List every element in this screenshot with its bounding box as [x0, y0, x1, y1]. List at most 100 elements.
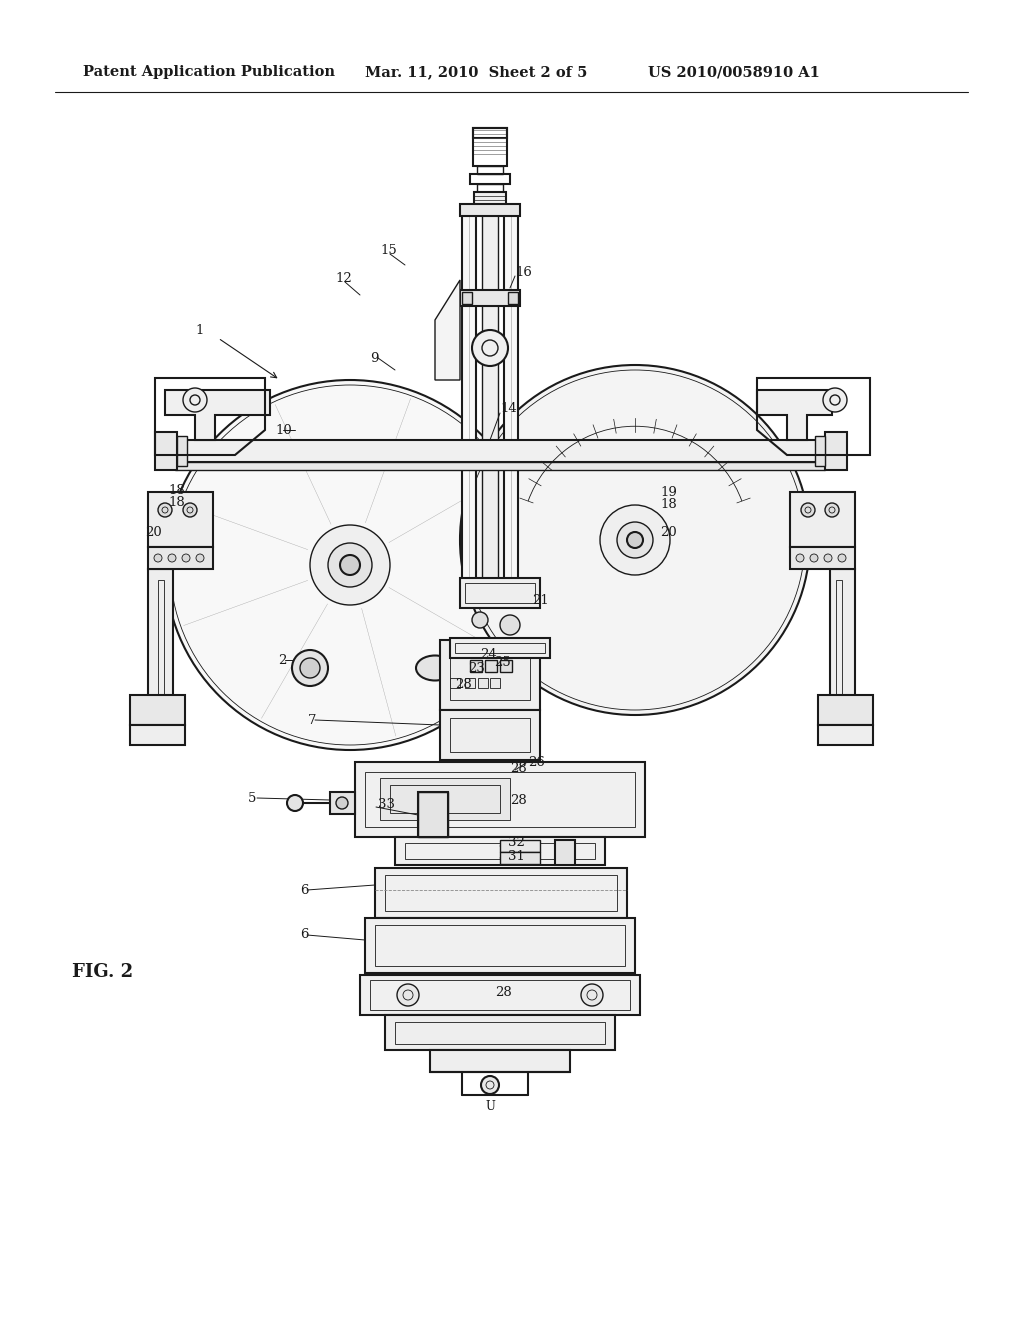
Text: 33: 33	[378, 799, 395, 812]
Bar	[370, 979, 630, 1010]
Circle shape	[183, 503, 197, 517]
Circle shape	[600, 506, 670, 576]
Text: 7: 7	[308, 714, 316, 726]
Text: 31: 31	[508, 850, 525, 862]
Text: US 2010/0058910 A1: US 2010/0058910 A1	[648, 65, 820, 79]
Bar	[825, 432, 847, 470]
Bar	[365, 772, 635, 828]
Text: 32: 32	[508, 836, 525, 849]
Circle shape	[182, 554, 190, 562]
Bar	[500, 660, 512, 672]
Bar	[148, 569, 173, 700]
Bar	[473, 128, 507, 166]
Bar	[148, 492, 213, 546]
Circle shape	[292, 649, 328, 686]
Circle shape	[287, 795, 303, 810]
Bar	[504, 205, 518, 605]
Circle shape	[310, 525, 390, 605]
Bar	[440, 640, 540, 710]
Bar	[385, 1015, 615, 1049]
Circle shape	[581, 983, 603, 1006]
Bar	[470, 660, 482, 672]
Bar	[390, 785, 500, 813]
Text: 18: 18	[660, 498, 677, 511]
Bar	[177, 436, 187, 466]
Text: U: U	[485, 1101, 495, 1114]
Text: 2: 2	[278, 653, 287, 667]
Text: FIG. 2: FIG. 2	[72, 964, 133, 981]
Bar	[430, 1049, 570, 1072]
Text: 28: 28	[510, 762, 526, 775]
Bar	[500, 851, 540, 865]
Bar	[385, 875, 617, 911]
Polygon shape	[757, 389, 831, 440]
Bar	[460, 290, 520, 306]
Text: 24: 24	[480, 648, 497, 661]
Bar	[450, 718, 530, 752]
Circle shape	[823, 388, 847, 412]
Bar	[477, 166, 503, 174]
Text: 12: 12	[335, 272, 352, 285]
Bar	[482, 205, 498, 605]
Circle shape	[183, 388, 207, 412]
Text: Patent Application Publication: Patent Application Publication	[83, 65, 335, 79]
Bar	[355, 762, 645, 837]
Bar	[485, 660, 497, 672]
Text: 16: 16	[515, 265, 531, 279]
Text: 26: 26	[528, 755, 545, 768]
Text: 10: 10	[275, 424, 292, 437]
Text: 25: 25	[494, 656, 511, 668]
Text: 15: 15	[380, 243, 396, 256]
Text: 18: 18	[168, 483, 185, 496]
Ellipse shape	[416, 656, 454, 681]
Circle shape	[824, 554, 831, 562]
Text: 14: 14	[500, 401, 517, 414]
Text: 5: 5	[248, 792, 256, 804]
Bar	[462, 292, 472, 304]
Text: 28: 28	[455, 678, 472, 692]
Circle shape	[336, 797, 348, 809]
Bar	[815, 436, 825, 466]
Polygon shape	[435, 280, 460, 380]
Bar	[395, 1022, 605, 1044]
Bar	[380, 777, 510, 820]
Bar	[130, 725, 185, 744]
Text: 19: 19	[660, 486, 677, 499]
Bar	[418, 792, 449, 837]
Bar	[130, 696, 185, 725]
Bar	[473, 128, 507, 139]
Bar	[790, 546, 855, 569]
Text: 20: 20	[660, 525, 677, 539]
Bar	[555, 840, 575, 865]
Text: 6: 6	[300, 883, 308, 896]
Text: 28: 28	[495, 986, 512, 998]
Circle shape	[397, 983, 419, 1006]
Bar	[375, 925, 625, 966]
Text: 28: 28	[510, 793, 526, 807]
Bar	[395, 837, 605, 865]
Bar	[508, 292, 518, 304]
Circle shape	[165, 380, 535, 750]
Bar	[455, 643, 545, 653]
Circle shape	[196, 554, 204, 562]
Bar	[830, 569, 855, 700]
Bar	[500, 840, 540, 851]
Bar	[440, 710, 540, 760]
Bar	[330, 792, 355, 814]
Text: 23: 23	[468, 661, 485, 675]
Bar	[490, 678, 500, 688]
Circle shape	[154, 554, 162, 562]
Circle shape	[617, 521, 653, 558]
Circle shape	[472, 330, 508, 366]
Text: 6: 6	[300, 928, 308, 941]
Text: 20: 20	[145, 525, 162, 539]
Polygon shape	[165, 389, 270, 440]
Bar	[375, 869, 627, 917]
Bar	[175, 440, 825, 462]
Bar	[790, 492, 855, 546]
Bar	[462, 205, 476, 605]
Bar	[460, 578, 540, 609]
Bar	[478, 678, 488, 688]
Circle shape	[481, 1076, 499, 1094]
Circle shape	[158, 503, 172, 517]
